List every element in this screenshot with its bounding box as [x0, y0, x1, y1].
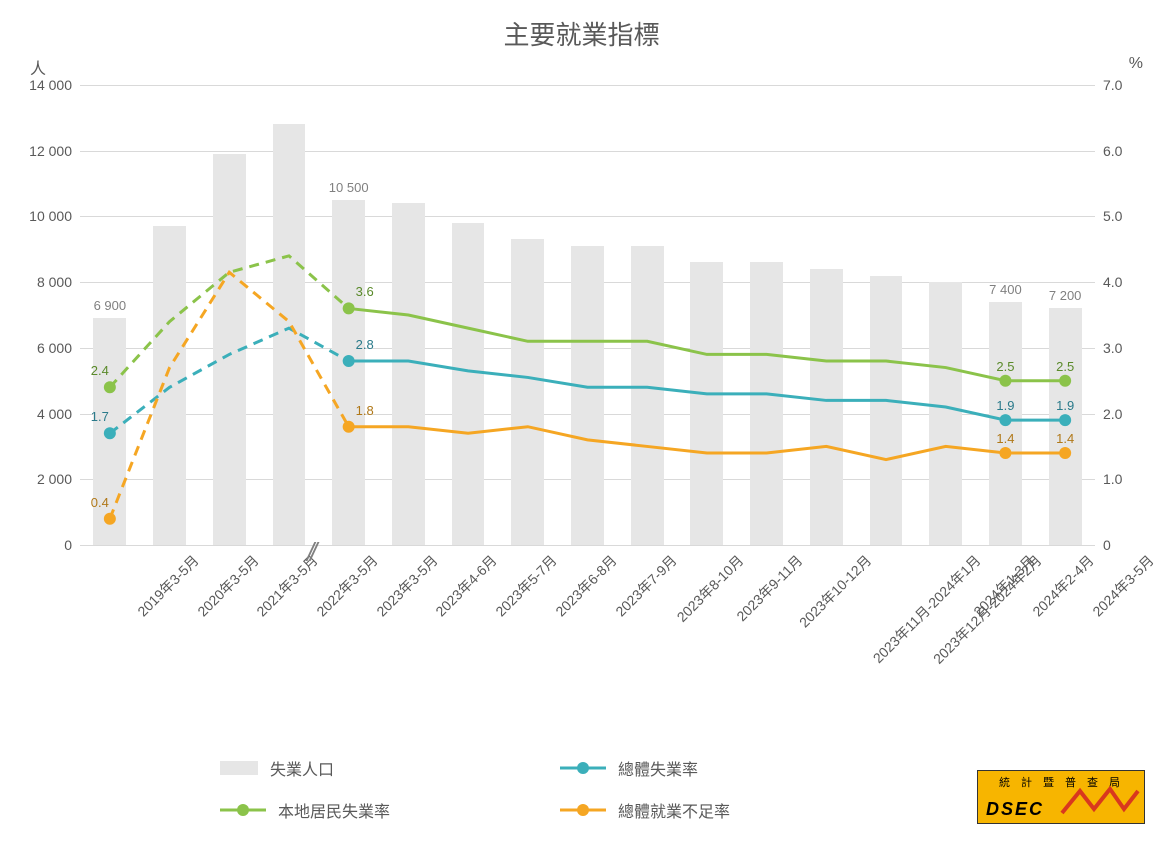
legend-label: 總體失業率: [618, 756, 698, 780]
series-marker: [104, 513, 116, 525]
series-marker: [343, 355, 355, 367]
y-right-tick: 4.0: [1095, 274, 1122, 290]
y-right-tick: 7.0: [1095, 77, 1122, 93]
series-line-dashed: [110, 272, 349, 518]
series-value-label: 1.8: [356, 403, 374, 418]
series-value-label: 1.7: [91, 409, 109, 424]
series-value-label: 2.4: [91, 363, 109, 378]
x-tick-label: 2022年3-5月: [306, 545, 382, 621]
chart-title: 主要就業指標: [0, 15, 1163, 52]
legend-swatch-bar: [220, 761, 258, 775]
x-tick-label: 2023年4-6月: [426, 545, 502, 621]
x-tick-label: 2020年3-5月: [187, 545, 263, 621]
y-left-axis-label: 人: [30, 55, 46, 79]
y-left-tick: 14 000: [29, 77, 80, 93]
series-value-label: 2.5: [996, 359, 1014, 374]
logo-bottom-text: DSEC: [986, 799, 1044, 820]
series-marker: [1059, 375, 1071, 387]
x-tick-label: 2023年3-5月: [366, 545, 442, 621]
series-value-label: 1.9: [1056, 398, 1074, 413]
x-tick-label: 2023年6-8月: [545, 545, 621, 621]
series-marker: [104, 381, 116, 393]
legend-label: 本地居民失業率: [278, 798, 390, 822]
series-value-label: 2.5: [1056, 359, 1074, 374]
legend-label: 總體就業不足率: [618, 798, 730, 822]
series-value-label: 1.4: [1056, 431, 1074, 446]
y-left-tick: 6 000: [37, 340, 80, 356]
series-marker: [1059, 447, 1071, 459]
legend-swatch-line: [560, 800, 606, 820]
legend-item: 本地居民失業率: [220, 798, 500, 822]
y-right-tick: 0: [1095, 537, 1111, 553]
employment-chart: 主要就業指標 人 % 002 0001.04 0002.06 0003.08 0…: [0, 0, 1163, 852]
x-tick-label: 2023年5-7月: [485, 545, 561, 621]
series-marker: [999, 447, 1011, 459]
series-value-label: 3.6: [356, 284, 374, 299]
y-right-tick: 2.0: [1095, 406, 1122, 422]
y-left-tick: 8 000: [37, 274, 80, 290]
legend-label: 失業人口: [270, 756, 334, 780]
series-value-label: 2.8: [356, 337, 374, 352]
gridline: [80, 545, 1095, 546]
series-value-label: 0.4: [91, 495, 109, 510]
y-right-tick: 1.0: [1095, 471, 1122, 487]
y-left-tick: 4 000: [37, 406, 80, 422]
series-marker: [343, 302, 355, 314]
lines-layer: [80, 85, 1095, 545]
series-marker: [999, 414, 1011, 426]
x-tick-label: 2023年10-12月: [788, 545, 875, 632]
dsec-logo: 統計暨普查局 DSEC: [977, 770, 1145, 824]
legend-swatch-line: [560, 758, 606, 778]
y-right-tick: 3.0: [1095, 340, 1122, 356]
series-marker: [104, 427, 116, 439]
y-right-axis-label: %: [1129, 55, 1143, 73]
legend-swatch-line: [220, 800, 266, 820]
series-marker: [343, 421, 355, 433]
legend-item: 總體失業率: [560, 756, 840, 780]
y-left-tick: 10 000: [29, 208, 80, 224]
legend-item: 失業人口: [220, 756, 500, 780]
series-line-dashed: [110, 328, 349, 433]
y-left-tick: 0: [64, 537, 80, 553]
legend-item: 總體就業不足率: [560, 798, 840, 822]
legend: 失業人口 總體失業率本地居民失業率 總體就業不足率: [220, 756, 840, 822]
series-value-label: 1.4: [996, 431, 1014, 446]
series-line: [349, 427, 1065, 460]
x-tick-label: 2024年3-5月: [1082, 545, 1158, 621]
series-marker: [1059, 414, 1071, 426]
y-right-tick: 5.0: [1095, 208, 1122, 224]
logo-zigzag-icon: [1060, 785, 1140, 819]
y-left-tick: 2 000: [37, 471, 80, 487]
series-marker: [999, 375, 1011, 387]
x-tick-label: 2019年3-5月: [127, 545, 203, 621]
series-line-dashed: [110, 256, 349, 387]
y-right-tick: 6.0: [1095, 143, 1122, 159]
series-value-label: 1.9: [996, 398, 1014, 413]
plot-area: 002 0001.04 0002.06 0003.08 0004.010 000…: [80, 85, 1095, 545]
y-left-tick: 12 000: [29, 143, 80, 159]
